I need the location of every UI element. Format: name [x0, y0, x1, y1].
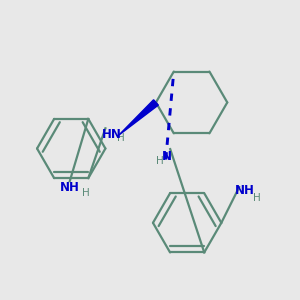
Text: N: N [162, 150, 172, 163]
Text: NH: NH [235, 184, 255, 196]
Text: H: H [253, 193, 261, 202]
Text: H: H [82, 188, 89, 198]
Text: HN: HN [101, 128, 121, 141]
Text: H: H [117, 133, 125, 143]
Text: H: H [156, 156, 164, 166]
Polygon shape [119, 100, 158, 135]
Text: NH: NH [60, 181, 80, 194]
